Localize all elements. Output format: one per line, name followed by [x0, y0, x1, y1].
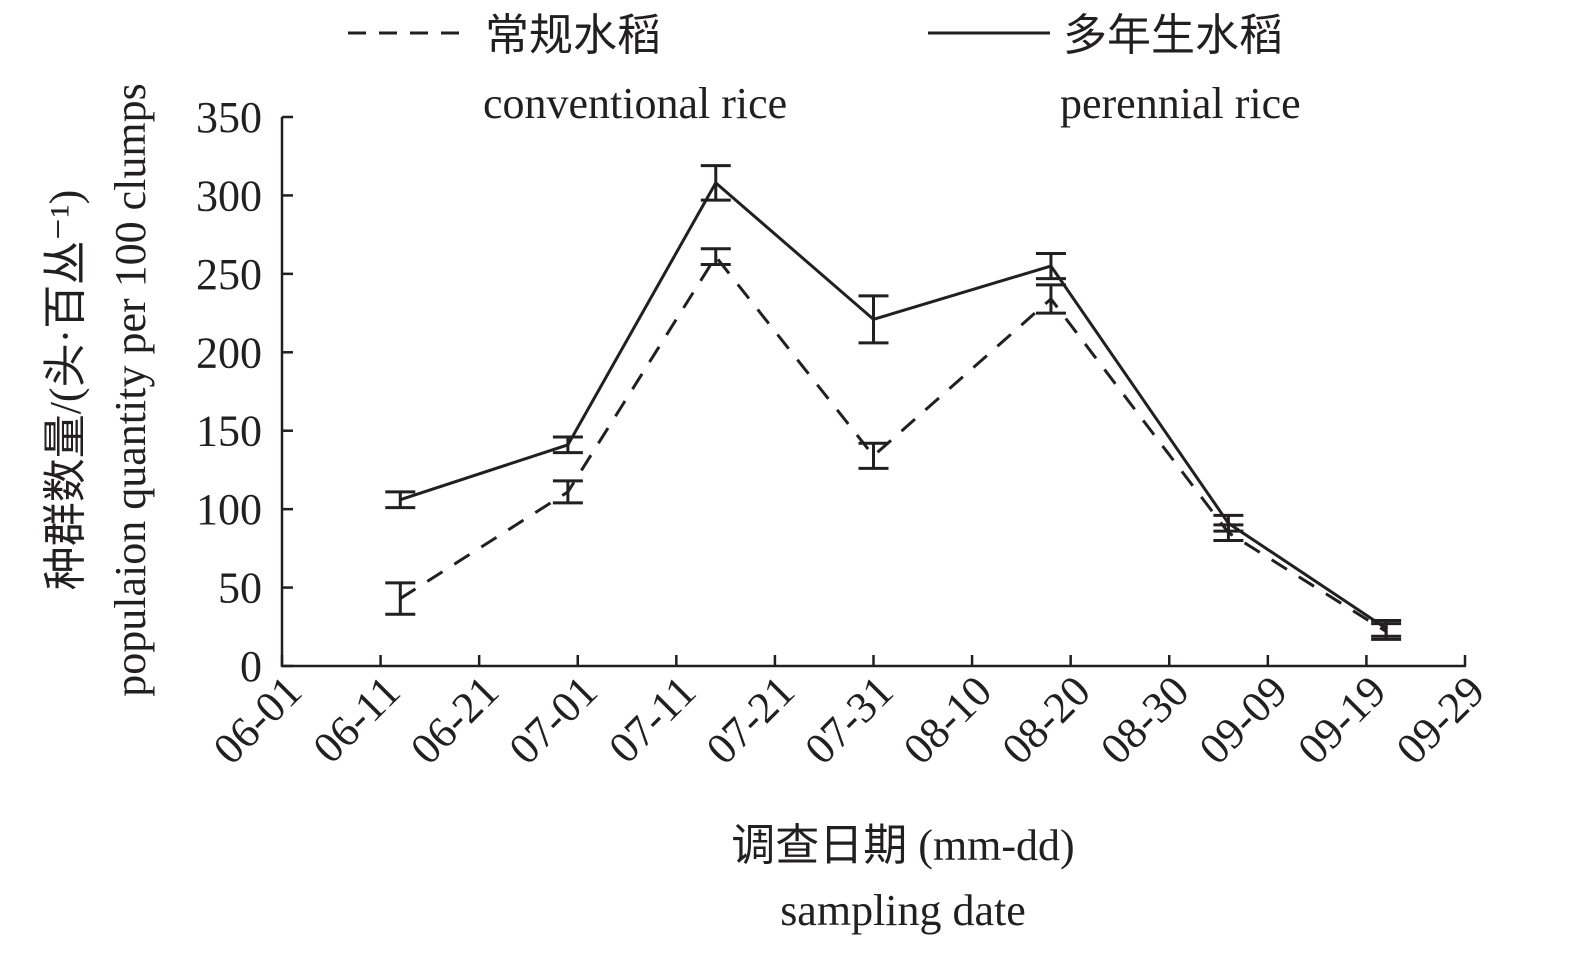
data-point [566, 443, 570, 447]
y-tick-label: 0 [240, 642, 262, 691]
x-tick-label: 06-11 [304, 666, 410, 772]
x-tick-label: 08-30 [1091, 666, 1198, 773]
data-point [872, 454, 875, 458]
y-axis-label-cn: 种群数量/(头·百丛⁻¹) [41, 190, 90, 591]
y-tick-label: 350 [196, 93, 262, 142]
legend-conventional-label-en: conventional rice [483, 79, 787, 128]
legend-perennial-label-en: perennial rice [1060, 79, 1301, 128]
data-point [1049, 297, 1053, 301]
legend-conventional-label-cn: 常规水稻 [485, 11, 661, 60]
x-tick-label: 08-20 [993, 666, 1100, 773]
y-tick-label: 250 [196, 250, 262, 299]
y-tick-label: 50 [218, 564, 262, 613]
axes [280, 117, 1466, 668]
x-axis-label-en: sampling date [780, 886, 1026, 935]
x-tick-label: 07-11 [599, 666, 705, 772]
series-line [399, 180, 1387, 630]
data-point [714, 181, 718, 185]
data-point [398, 597, 402, 601]
x-tick-label: 07-31 [795, 666, 902, 773]
y-tick-label: 100 [196, 485, 262, 534]
series-conventional [385, 247, 1402, 641]
x-tick-label: 07-21 [697, 666, 804, 773]
x-tick-label: 09-19 [1288, 666, 1395, 773]
y-tick-label: 300 [196, 171, 262, 220]
data-point [1049, 264, 1053, 268]
y-tick-label: 150 [196, 407, 262, 456]
x-tick-label: 09-09 [1190, 666, 1297, 773]
series-perennial [385, 164, 1402, 638]
x-tick-label: 08-10 [894, 666, 1001, 773]
data-point [872, 317, 875, 321]
data-point [1384, 626, 1388, 630]
x-tick-label: 09-29 [1387, 666, 1494, 773]
x-axis-label-cn: 调查日期 (mm-dd) [731, 821, 1074, 870]
data-point [398, 498, 402, 502]
data-point [1226, 521, 1230, 525]
x-tick-label: 06-21 [401, 666, 508, 773]
y-tick-label: 200 [196, 328, 262, 377]
y-axis-label-en: populaion quantity per 100 clumps [106, 83, 155, 696]
legend: 常规水稻 conventional rice 多年生水稻 perennial r… [348, 11, 1301, 128]
data-point [566, 490, 570, 494]
x-tick-label: 07-01 [500, 666, 607, 773]
data-point [714, 255, 718, 259]
legend-perennial-label-cn: 多年生水稻 [1063, 11, 1283, 60]
